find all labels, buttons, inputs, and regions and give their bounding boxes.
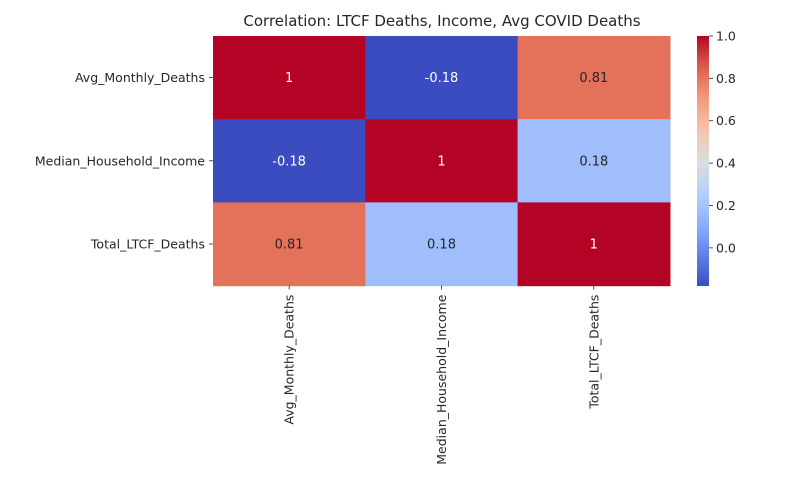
cell-annotation-0-2: 0.81 bbox=[579, 71, 608, 86]
colorbar-tick-label-4: 0.8 bbox=[716, 71, 736, 86]
cell-annotation-2-2: 1 bbox=[590, 238, 598, 253]
heatmap-cell-1-1 bbox=[365, 119, 519, 203]
col-label-0: Avg_Monthly_Deaths bbox=[282, 295, 297, 425]
cell-annotation-2-0: 0.81 bbox=[275, 238, 304, 253]
colorbar-tick-label-5: 1.0 bbox=[716, 29, 736, 44]
heatmap-cell-0-0 bbox=[213, 36, 366, 120]
heatmap-cell-2-2 bbox=[517, 202, 671, 287]
row-labels: Avg_Monthly_Deaths Median_Household_Incom… bbox=[35, 70, 213, 252]
cell-annotation-1-2: 0.18 bbox=[579, 154, 608, 169]
row-label-2: Total_LTCF_Deaths bbox=[90, 237, 205, 252]
col-label-1: Median_Household_Income bbox=[434, 294, 449, 464]
row-label-0: Avg_Monthly_Deaths bbox=[75, 70, 205, 85]
column-labels: Avg_Monthly_Deaths Median_Household_Incom… bbox=[282, 285, 601, 465]
heatmap-cell-1-0 bbox=[213, 119, 366, 203]
cell-annotation-2-1: 0.18 bbox=[427, 238, 456, 253]
colorbar-tick-label-0: 0.0 bbox=[716, 240, 736, 255]
colorbar-gradient bbox=[697, 36, 709, 286]
heatmap-cell-1-2 bbox=[517, 119, 671, 203]
heatmap-cell-0-2 bbox=[517, 36, 671, 120]
cell-annotation-1-1: 1 bbox=[437, 154, 445, 169]
col-label-2: Total_LTCF_Deaths bbox=[586, 295, 601, 410]
heatmap-cell-2-1 bbox=[365, 202, 519, 287]
chart-title: Correlation: LTCF Deaths, Income, Avg CO… bbox=[243, 12, 640, 30]
row-label-1: Median_Household_Income bbox=[35, 153, 205, 168]
cell-annotation-1-0: -0.18 bbox=[272, 154, 306, 169]
heatmap-cell-0-1 bbox=[365, 36, 519, 120]
cell-annotation-0-1: -0.18 bbox=[425, 71, 459, 86]
colorbar: 0.0 0.2 0.4 0.6 0.8 1.0 bbox=[697, 29, 736, 286]
colorbar-tick-label-3: 0.6 bbox=[716, 113, 736, 128]
cell-annotation-0-0: 1 bbox=[285, 71, 293, 86]
colorbar-tick-label-2: 0.4 bbox=[716, 156, 736, 171]
colorbar-tick-label-1: 0.2 bbox=[716, 198, 736, 213]
heatmap-cell-2-0 bbox=[213, 202, 366, 287]
heatmap-cells: 1 -0.18 0.81 -0.18 1 0.18 0.81 0.18 1 bbox=[213, 36, 671, 287]
